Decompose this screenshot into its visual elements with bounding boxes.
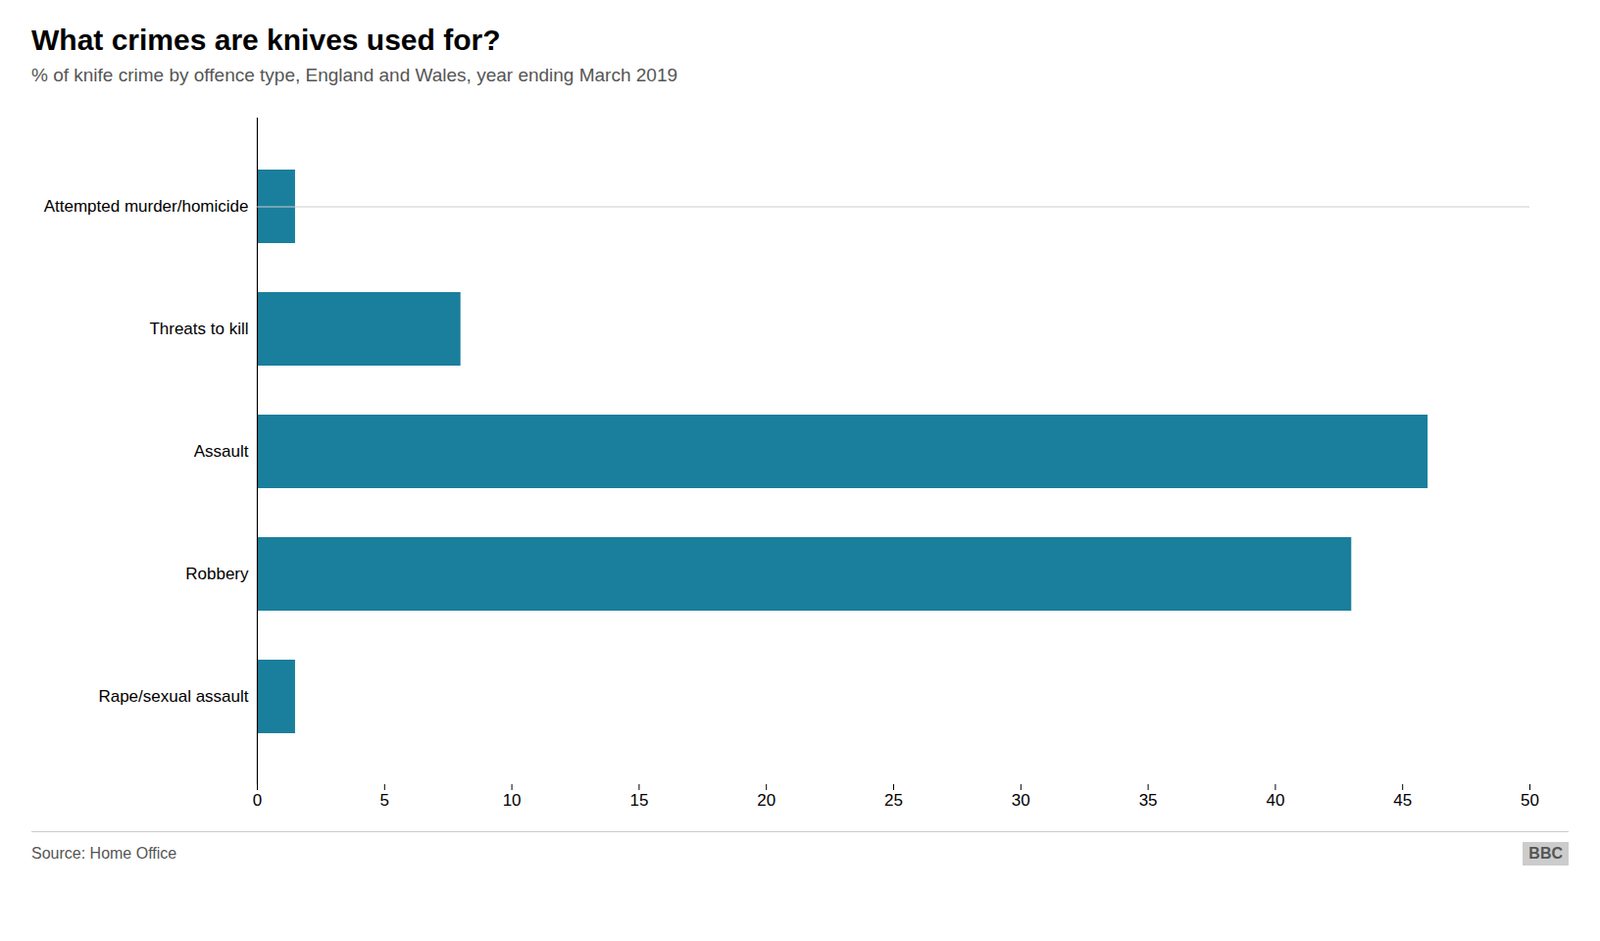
svg-text:0: 0 <box>252 791 262 810</box>
svg-text:Attempted murder/homicide: Attempted murder/homicide <box>44 197 250 216</box>
svg-text:5: 5 <box>380 791 390 810</box>
svg-text:Threats to kill: Threats to kill <box>149 319 249 339</box>
html-text:% of knife crime by offence ty: % of knife crime by offence type, Englan… <box>31 64 678 86</box>
svg-text:Rape/sexual assault: Rape/sexual assault <box>98 687 249 706</box>
svg-text:Assault: Assault <box>194 442 250 461</box>
svg-text:35: 35 <box>1139 791 1158 810</box>
svg-text:30: 30 <box>1011 791 1031 810</box>
svg-text:45: 45 <box>1393 791 1412 810</box>
svg-text:25: 25 <box>884 791 903 810</box>
html-text:What crimes are knives used fo: What crimes are knives used for? <box>31 23 501 56</box>
svg-text:20: 20 <box>756 791 776 810</box>
svg-text:50: 50 <box>1520 791 1540 810</box>
html-text:BBC: BBC <box>1528 845 1563 862</box>
html-text:Source: Home Office: Source: Home Office <box>31 845 177 862</box>
svg-text:15: 15 <box>629 791 649 810</box>
svg-text:Robbery: Robbery <box>185 564 250 584</box>
svg-text:10: 10 <box>502 791 522 810</box>
svg-text:40: 40 <box>1265 791 1285 810</box>
